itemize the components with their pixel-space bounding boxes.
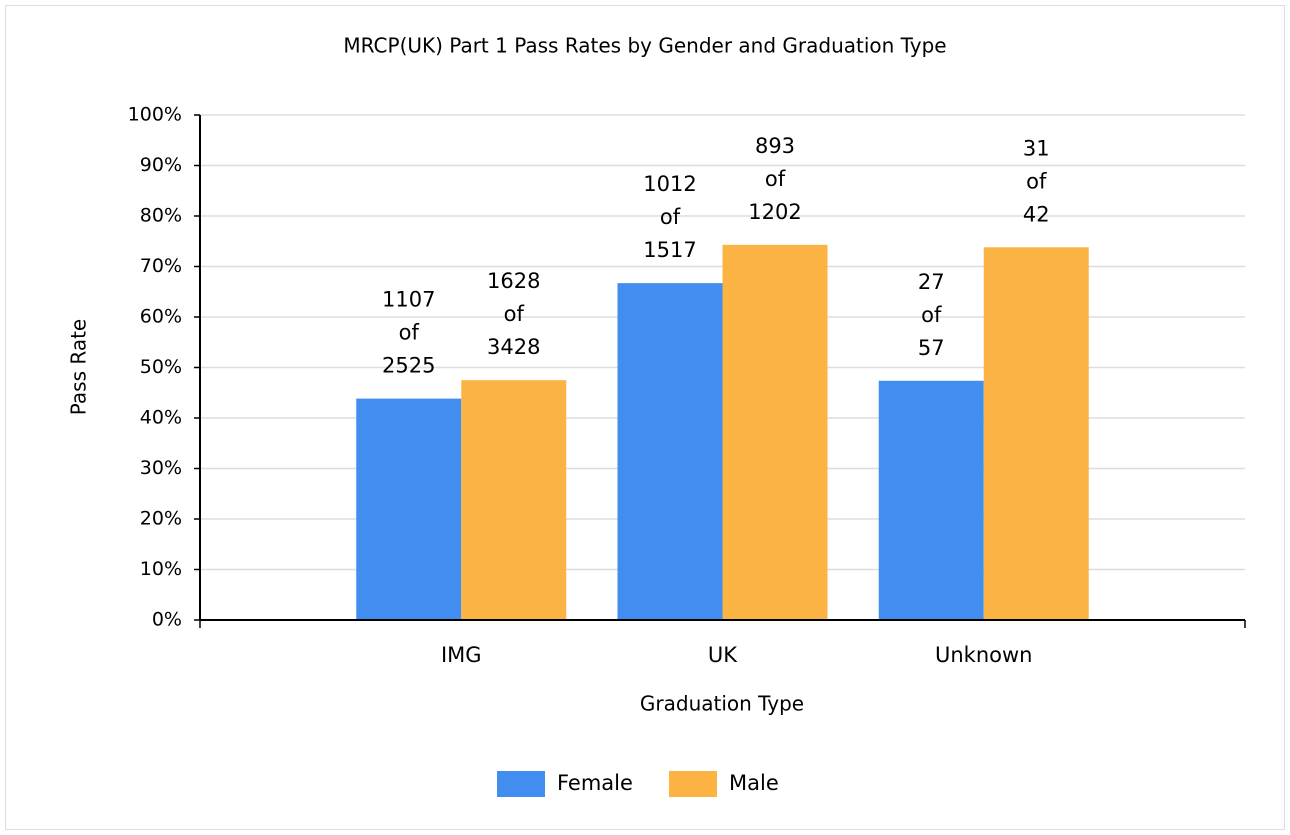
x-axis-title: Graduation Type [640,692,804,716]
bar [356,398,462,620]
data-label: 31 [1023,136,1050,160]
data-label: 27 [918,270,945,294]
y-tick-label: 60% [140,306,182,328]
y-tick-label: 10% [140,558,182,580]
bar [617,283,723,620]
bar [722,244,828,620]
data-label: 57 [918,336,945,360]
legend-swatch [669,771,717,797]
data-label: of [660,205,681,229]
data-label: 3428 [487,335,540,359]
data-label: 893 [755,134,795,158]
y-tick-label: 70% [140,255,182,277]
data-label: 2525 [382,354,435,378]
data-label: 1107 [382,288,435,312]
data-label: 1202 [748,200,801,224]
data-label: of [765,167,786,191]
x-tick-label: IMG [441,643,482,667]
bar [878,380,984,620]
data-label: 1517 [643,238,696,262]
bar [983,247,1089,620]
data-label: of [1026,169,1047,193]
y-tick-label: 100% [128,104,182,126]
legend-swatch [497,771,545,797]
data-label: of [399,321,420,345]
x-tick-label: Unknown [935,643,1032,667]
y-tick-label: 20% [140,508,182,530]
data-label: 1628 [487,269,540,293]
y-tick-label: 90% [140,154,182,176]
data-label: 1012 [643,172,696,196]
y-tick-label: 40% [140,407,182,429]
data-label: 42 [1023,202,1050,226]
bar [461,380,567,620]
legend-label: Female [557,771,633,795]
y-tick-label: 0% [152,609,182,631]
y-tick-label: 30% [140,457,182,479]
y-tick-label: 80% [140,205,182,227]
data-label: of [504,302,525,326]
y-axis-title: Pass Rate [67,319,91,415]
data-label: of [921,303,942,327]
chart-title: MRCP(UK) Part 1 Pass Rates by Gender and… [343,34,946,58]
legend-label: Male [729,771,779,795]
y-tick-label: 50% [140,356,182,378]
x-tick-label: UK [708,643,738,667]
